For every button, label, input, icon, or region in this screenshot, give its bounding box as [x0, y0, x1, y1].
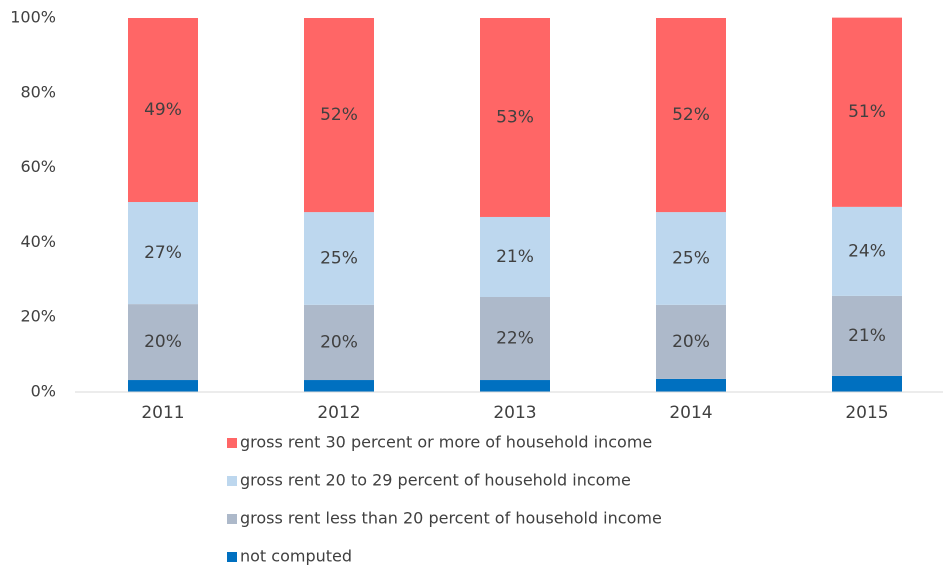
data-label: 49%	[144, 100, 182, 120]
bar-segment	[304, 212, 374, 305]
legend-label: gross rent 20 to 29 percent of household…	[240, 471, 631, 490]
data-label: 20%	[144, 332, 182, 352]
bar-segment	[304, 380, 374, 392]
legend-swatch	[227, 552, 237, 562]
bar-segment	[656, 212, 726, 305]
bar-segment	[128, 304, 198, 381]
x-tick-label: 2015	[845, 403, 888, 423]
data-label: 25%	[320, 248, 358, 268]
legend-label: gross rent 30 percent or more of househo…	[240, 433, 652, 452]
bar-segment	[480, 297, 550, 381]
bar-segment	[832, 375, 902, 392]
x-tick-label: 2013	[493, 403, 536, 423]
legend-swatch	[227, 476, 237, 486]
y-tick-label: 100%	[10, 8, 56, 27]
x-tick-label: 2011	[141, 403, 184, 423]
bar-segment	[656, 304, 726, 379]
y-tick-label: 80%	[20, 82, 56, 101]
bar-segment	[480, 18, 550, 217]
data-label: 20%	[320, 332, 358, 352]
data-label: 52%	[672, 105, 710, 125]
legend-label: gross rent less than 20 percent of house…	[240, 509, 662, 528]
bar-segment	[656, 18, 726, 213]
y-tick-label: 0%	[31, 382, 56, 401]
legend-swatch	[227, 514, 237, 524]
bar-segment	[480, 216, 550, 298]
data-label: 27%	[144, 243, 182, 263]
bar-segment	[304, 304, 374, 381]
bar-segment	[128, 202, 198, 305]
bar-segment	[832, 206, 902, 296]
bar-segment	[832, 17, 902, 207]
data-label: 21%	[496, 247, 534, 267]
bar-segment	[128, 380, 198, 392]
legend-label: not computed	[240, 547, 352, 565]
data-label: 52%	[320, 105, 358, 125]
bar-segment	[480, 380, 550, 392]
data-label: 25%	[672, 248, 710, 268]
data-label: 20%	[672, 332, 710, 352]
bar-segment	[304, 18, 374, 213]
bar-segment	[832, 295, 902, 376]
data-label: 22%	[496, 329, 534, 349]
y-tick-label: 40%	[20, 232, 56, 251]
x-tick-label: 2014	[669, 403, 712, 423]
bar-segment	[128, 18, 198, 203]
data-label: 51%	[848, 102, 886, 122]
data-label: 24%	[848, 241, 886, 261]
legend-swatch	[227, 438, 237, 448]
y-tick-label: 60%	[20, 157, 56, 176]
y-tick-label: 20%	[20, 307, 56, 326]
data-label: 53%	[496, 107, 534, 127]
data-label: 21%	[848, 326, 886, 346]
bar-segment	[656, 378, 726, 392]
x-tick-label: 2012	[317, 403, 360, 423]
